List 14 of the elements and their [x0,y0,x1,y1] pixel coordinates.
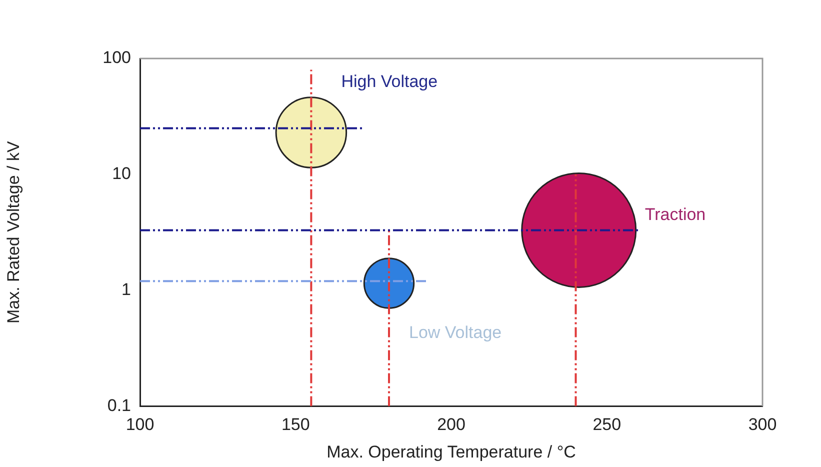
series-label: High Voltage [341,72,438,92]
x-tick-label: 200 [437,415,466,434]
x-tick-label: 300 [748,415,777,434]
y-axis-title: Max. Rated Voltage / kV [4,140,23,324]
x-tick-label: 250 [592,415,622,434]
x-tick-label: 150 [281,415,310,434]
x-tick-label: 100 [126,415,154,434]
y-tick-label: 100 [102,48,131,68]
y-tick-label: 10 [112,164,131,184]
series-label: Traction [644,204,706,224]
series-label: Low Voltage [409,322,502,342]
y-tick-label: 1 [122,280,131,299]
x-axis-title: Max. Operating Temperature / °C [326,442,576,462]
y-tick-label: 0.1 [107,396,131,415]
